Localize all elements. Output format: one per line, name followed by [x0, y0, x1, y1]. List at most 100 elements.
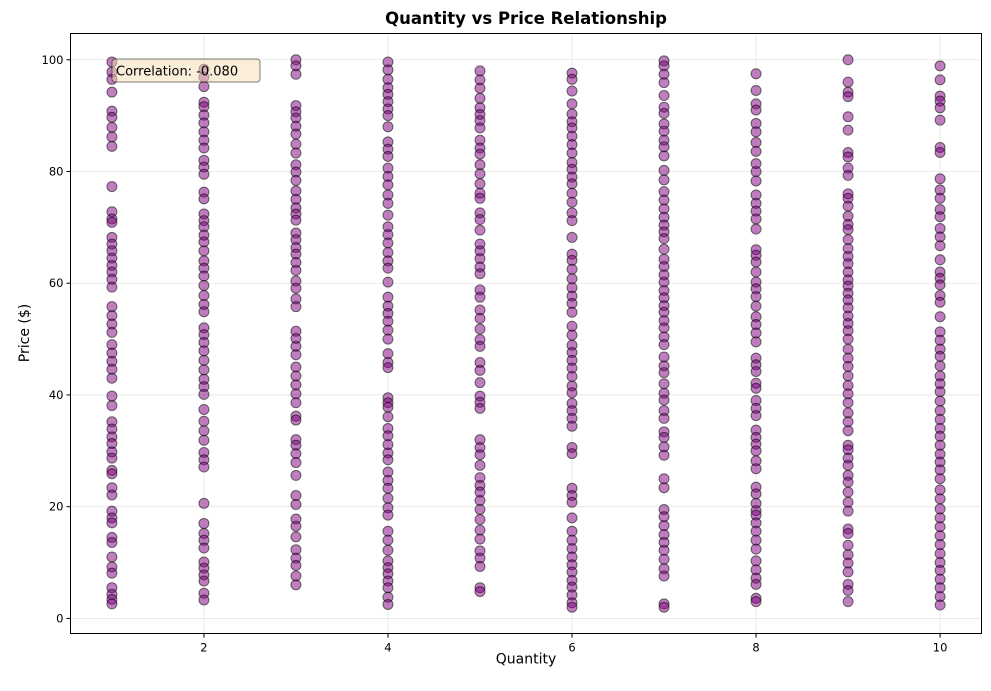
data-point: [382, 121, 394, 133]
data-point: [842, 76, 854, 88]
data-point: [566, 448, 578, 460]
data-point: [474, 586, 486, 598]
data-point: [198, 497, 210, 509]
data-point: [198, 517, 210, 529]
y-tick-label: 80: [49, 165, 64, 179]
data-point: [382, 544, 394, 556]
data-point: [658, 412, 670, 424]
data-point: [474, 323, 486, 335]
data-point: [842, 151, 854, 163]
data-point: [934, 74, 946, 86]
data-point: [474, 312, 486, 324]
x-axis-label: Quantity: [496, 652, 557, 668]
data-point: [842, 54, 854, 66]
data-point: [934, 599, 946, 611]
data-point: [474, 291, 486, 303]
data-point: [382, 262, 394, 274]
data-point: [382, 276, 394, 288]
data-point: [934, 311, 946, 323]
data-points: [106, 54, 946, 613]
data-point: [198, 575, 210, 587]
data-point: [106, 326, 118, 338]
data-point: [842, 333, 854, 345]
data-point: [842, 486, 854, 498]
data-point: [842, 584, 854, 596]
data-point: [474, 560, 486, 572]
data-point: [198, 142, 210, 154]
data-point: [934, 173, 946, 185]
x-tick-label: 4: [384, 641, 391, 655]
data-point: [934, 350, 946, 362]
y-axis-label: Price ($): [17, 304, 33, 362]
data-point: [658, 553, 670, 565]
data-point: [842, 91, 854, 103]
data-point: [382, 492, 394, 504]
data-point: [750, 84, 762, 96]
data-point: [382, 454, 394, 466]
data-point: [290, 457, 302, 469]
data-point: [842, 360, 854, 372]
data-point: [290, 174, 302, 186]
data-point: [750, 68, 762, 80]
data-point: [750, 382, 762, 394]
data-point: [658, 150, 670, 162]
data-point: [474, 178, 486, 190]
data-point: [566, 196, 578, 208]
data-point: [658, 601, 670, 613]
data-point: [290, 301, 302, 313]
data-point: [382, 179, 394, 191]
data-point: [382, 411, 394, 423]
data-point: [934, 102, 946, 114]
data-point: [658, 378, 670, 390]
data-point: [290, 282, 302, 294]
data-point: [106, 598, 118, 610]
data-point: [474, 377, 486, 389]
data-point: [934, 395, 946, 407]
data-point: [750, 266, 762, 278]
y-axis-ticks: 0 20 40 60 80 100: [42, 53, 71, 625]
data-point: [382, 237, 394, 249]
data-point: [198, 415, 210, 427]
data-point: [934, 240, 946, 252]
data-point: [198, 279, 210, 291]
data-point: [566, 496, 578, 508]
data-point: [658, 233, 670, 245]
data-point: [198, 403, 210, 415]
data-point: [750, 463, 762, 475]
data-point: [658, 164, 670, 176]
data-point: [106, 140, 118, 152]
data-point: [198, 81, 210, 93]
data-point: [750, 256, 762, 268]
data-point: [198, 345, 210, 357]
y-tick-label: 0: [56, 611, 63, 625]
data-point: [934, 386, 946, 398]
data-point: [198, 434, 210, 446]
annotation-text: Correlation: -0.080: [116, 65, 238, 80]
data-point: [198, 306, 210, 318]
data-point: [842, 224, 854, 236]
data-point: [382, 197, 394, 209]
data-point: [566, 85, 578, 97]
data-point: [842, 528, 854, 539]
data-point: [566, 263, 578, 275]
data-point: [106, 86, 118, 98]
data-point: [290, 414, 302, 426]
data-point: [290, 147, 302, 159]
data-point: [106, 216, 118, 228]
data-point: [106, 372, 118, 384]
data-point: [658, 394, 670, 406]
data-point: [566, 73, 578, 85]
data-point: [842, 566, 854, 578]
data-point: [106, 131, 118, 143]
data-point: [290, 520, 302, 532]
data-point: [474, 214, 486, 226]
data-point: [290, 498, 302, 510]
y-tick-label: 40: [49, 388, 64, 402]
data-point: [566, 420, 578, 432]
data-point: [750, 410, 762, 422]
data-point: [290, 349, 302, 361]
data-point: [474, 459, 486, 471]
data-point: [750, 104, 762, 116]
data-point: [658, 107, 670, 119]
